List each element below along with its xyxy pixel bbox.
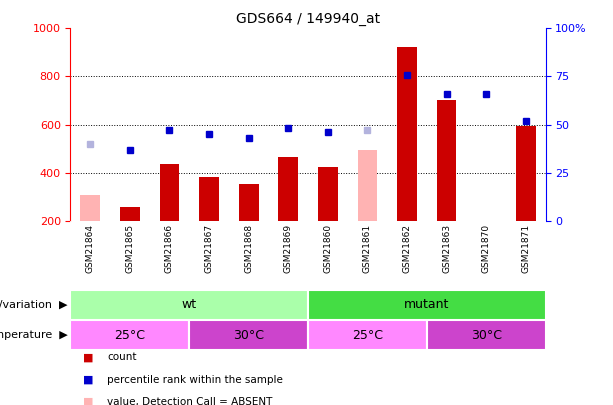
Text: percentile rank within the sample: percentile rank within the sample: [107, 375, 283, 385]
Text: GSM21862: GSM21862: [403, 224, 411, 273]
Text: ■: ■: [83, 397, 93, 405]
Bar: [427, 320, 546, 350]
Text: GSM21867: GSM21867: [205, 224, 213, 273]
Text: count: count: [107, 352, 137, 362]
Text: mutant: mutant: [404, 298, 449, 311]
Bar: [308, 320, 427, 350]
Text: GSM21861: GSM21861: [363, 224, 372, 273]
Bar: [120, 207, 140, 221]
Bar: [70, 320, 189, 350]
Bar: [357, 150, 378, 221]
Text: GSM21870: GSM21870: [482, 224, 490, 273]
Text: ■: ■: [83, 375, 93, 385]
Text: ■: ■: [83, 352, 93, 362]
Bar: [278, 156, 298, 221]
Text: GSM21864: GSM21864: [86, 224, 95, 273]
Bar: [80, 195, 100, 221]
Text: genotype/variation  ▶: genotype/variation ▶: [0, 300, 67, 310]
Bar: [397, 47, 417, 221]
Bar: [70, 290, 308, 320]
Text: temperature  ▶: temperature ▶: [0, 330, 67, 340]
Text: value, Detection Call = ABSENT: value, Detection Call = ABSENT: [107, 397, 273, 405]
Bar: [318, 166, 338, 221]
Text: GSM21868: GSM21868: [244, 224, 253, 273]
Text: 30°C: 30°C: [471, 328, 501, 342]
Text: GSM21869: GSM21869: [284, 224, 293, 273]
Bar: [189, 320, 308, 350]
Text: 30°C: 30°C: [233, 328, 264, 342]
Text: GSM21871: GSM21871: [521, 224, 530, 273]
Text: 25°C: 25°C: [352, 328, 383, 342]
Text: GSM21866: GSM21866: [165, 224, 174, 273]
Bar: [159, 164, 180, 221]
Text: GSM21863: GSM21863: [442, 224, 451, 273]
Text: wt: wt: [181, 298, 197, 311]
Text: 25°C: 25°C: [115, 328, 145, 342]
Bar: [436, 100, 457, 221]
Text: GSM21860: GSM21860: [323, 224, 332, 273]
Bar: [308, 290, 546, 320]
Text: GSM21865: GSM21865: [126, 224, 134, 273]
Bar: [238, 184, 259, 221]
Bar: [199, 177, 219, 221]
Bar: [516, 126, 536, 221]
Title: GDS664 / 149940_at: GDS664 / 149940_at: [236, 12, 380, 26]
